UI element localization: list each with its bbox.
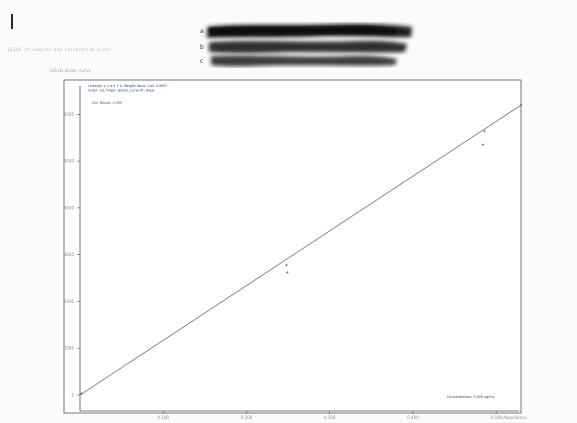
data-point	[285, 263, 288, 267]
x-axis-end-label: Absorbance	[503, 415, 527, 420]
blot-lane-label: c	[200, 58, 203, 65]
x-tick-label: 0.200	[241, 415, 253, 420]
text-cursor	[11, 14, 13, 29]
y-tick-label: 0	[71, 393, 74, 398]
data-point	[519, 103, 523, 107]
y-tick-label: 2000	[64, 299, 75, 304]
y-tick-label: 6000	[64, 112, 75, 117]
legend-entry: Order: 1st, Origin: Ignore, Curve fit: l…	[88, 89, 155, 93]
y-tick-label: 5000	[64, 159, 75, 164]
concentration-label: Concentration: 0.000 ug/mL	[447, 395, 495, 399]
regression-line	[79, 104, 522, 396]
header-note: ELISA of samples and calibration plots	[8, 47, 111, 52]
blot-lane-label: a	[200, 28, 204, 35]
data-point	[483, 129, 486, 133]
legend-entry: Linearity: y = a·x + b, Weight: None, Co…	[88, 84, 167, 88]
x-tick-label: 0.400	[407, 415, 419, 420]
x-tick-label: 0.300	[324, 415, 336, 420]
y-tick-label: 1000	[64, 346, 75, 351]
x-tick-label: 0.500	[490, 415, 502, 420]
y-tick-label: 4000	[64, 205, 75, 210]
result-annotation: Std. Result: 0.999	[92, 101, 122, 105]
western-blot-image: a b c	[197, 18, 422, 72]
blot-lane-label: b	[200, 44, 204, 51]
data-point	[285, 271, 289, 274]
x-tick-label: 0.100	[158, 415, 170, 420]
data-point	[80, 392, 83, 395]
y-tick-label: 3000	[64, 252, 75, 257]
plot-frame	[63, 79, 522, 414]
data-point	[481, 143, 485, 147]
plot-panel-label: Calibration curve	[50, 68, 91, 73]
